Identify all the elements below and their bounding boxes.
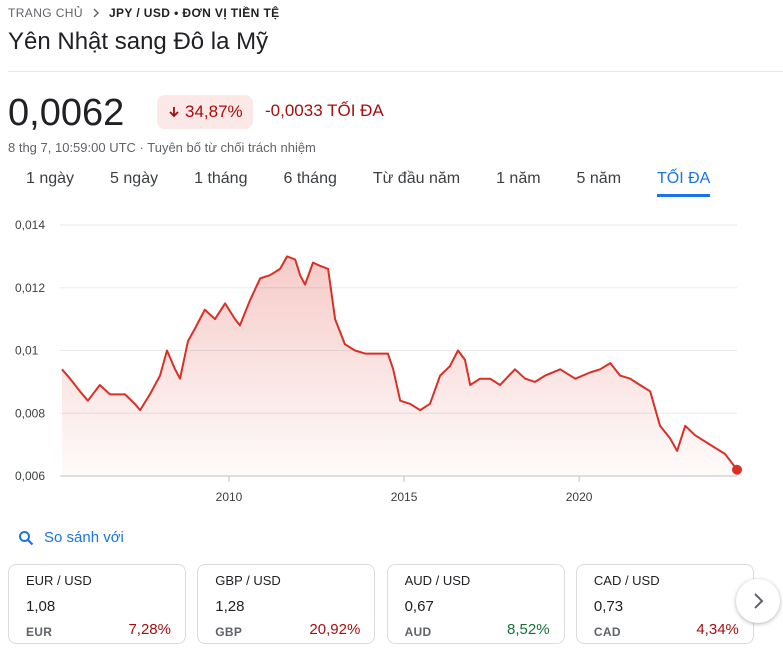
card-change-value: 20,92%: [309, 621, 361, 638]
card-code: GBP: [215, 625, 243, 639]
divider: [8, 71, 783, 72]
compare-card[interactable]: EUR / USD 1,08 EUR 7,28%: [8, 564, 186, 644]
next-button[interactable]: [736, 579, 780, 623]
range-tab[interactable]: 5 năm: [576, 170, 622, 187]
compare-button[interactable]: So sánh với: [18, 529, 124, 546]
compare-card[interactable]: GBP / USD 1,28 GBP 20,92%: [197, 564, 376, 644]
card-change: 8,52%: [505, 621, 550, 638]
card-change: 7,28%: [126, 621, 171, 638]
card-pair: AUD / USD: [404, 573, 471, 588]
x-tick-label: 2010: [216, 490, 243, 504]
card-change: 4,34%: [694, 621, 739, 638]
card-price: 1,08: [26, 598, 56, 615]
card-code: AUD: [404, 625, 432, 639]
card-code: CAD: [593, 625, 621, 639]
breadcrumb-current: JPY / USD • ĐƠN VỊ TIỀN TỆ: [108, 6, 280, 20]
breadcrumb: TRANG CHỦ JPY / USD • ĐƠN VỊ TIỀN TỆ: [8, 6, 280, 20]
card-price: 0,67: [404, 598, 434, 615]
card-price: 1,28: [215, 598, 245, 615]
range-tab[interactable]: 5 ngày: [110, 170, 159, 187]
range-tabs: 1 ngày 5 ngày 1 tháng 6 tháng Từ đầu năm 1 nă…: [26, 170, 711, 197]
range-tab[interactable]: 6 tháng: [283, 170, 337, 187]
compare-card[interactable]: CAD / USD 0,73 CAD 4,34%: [575, 564, 754, 644]
timestamp: 8 thg 7, 10:59:00 UTC: [8, 140, 136, 155]
card-pair: EUR / USD: [26, 573, 92, 588]
area-fill: [62, 256, 737, 476]
timestamp-line: 8 thg 7, 10:59:00 UTC · Tuyên bố từ chối…: [8, 140, 316, 155]
chevron: [93, 8, 99, 18]
disclaimer-link[interactable]: Tuyên bố từ chối trách nhiệm: [147, 140, 316, 155]
chevron-right: [754, 593, 764, 609]
x-tick-label: 2020: [566, 490, 593, 504]
search-icon: [19, 530, 34, 545]
compare-card[interactable]: AUD / USD 0,67 AUD 8,52%: [386, 564, 565, 644]
change-badge: 34,87%: [157, 95, 253, 129]
card-change-value: 8,52%: [507, 621, 550, 638]
card-code: EUR: [26, 625, 53, 639]
change-arrow: [169, 107, 179, 118]
breadcrumb-home[interactable]: TRANG CHỦ: [8, 6, 83, 20]
card-price: 0,73: [593, 598, 624, 615]
price: 0,0062: [8, 92, 125, 134]
price-line: [61, 255, 738, 471]
y-tick-label: 0,014: [15, 218, 45, 232]
range-tab[interactable]: 1 ngày: [26, 170, 75, 187]
y-tick-label: 0,012: [15, 281, 45, 295]
compare-label: So sánh với: [44, 529, 124, 546]
change: -0,0033 TỐI ĐA: [265, 101, 384, 121]
y-tick-label: 0,01: [15, 344, 39, 358]
change-percent: 34,87%: [185, 102, 243, 121]
card-change: 20,92%: [307, 621, 360, 638]
card-pair: CAD / USD: [593, 573, 660, 588]
change-value: -0,0033: [265, 101, 323, 120]
x-tick-label: 2015: [391, 490, 418, 504]
range-tab[interactable]: TỐI ĐA: [657, 170, 711, 197]
range-tab[interactable]: 1 tháng: [194, 170, 248, 187]
change-period: TỐI ĐA: [327, 101, 384, 120]
arrow: [169, 107, 179, 118]
card-change-value: 7,28%: [128, 621, 171, 638]
range-tab[interactable]: 1 năm: [496, 170, 541, 187]
page-title: Yên Nhật sang Đô la Mỹ: [8, 28, 269, 55]
card-pair: GBP / USD: [215, 573, 281, 588]
chart: 0,006 0,008 0,01 0,012 0,014 2010 2015 2020: [15, 218, 742, 504]
y-tick-label: 0,008: [15, 406, 45, 420]
last-point: [732, 464, 742, 475]
y-tick-label: 0,006: [15, 469, 45, 483]
card-change-value: 4,34%: [696, 621, 739, 638]
range-tab[interactable]: Từ đầu năm: [372, 170, 461, 187]
